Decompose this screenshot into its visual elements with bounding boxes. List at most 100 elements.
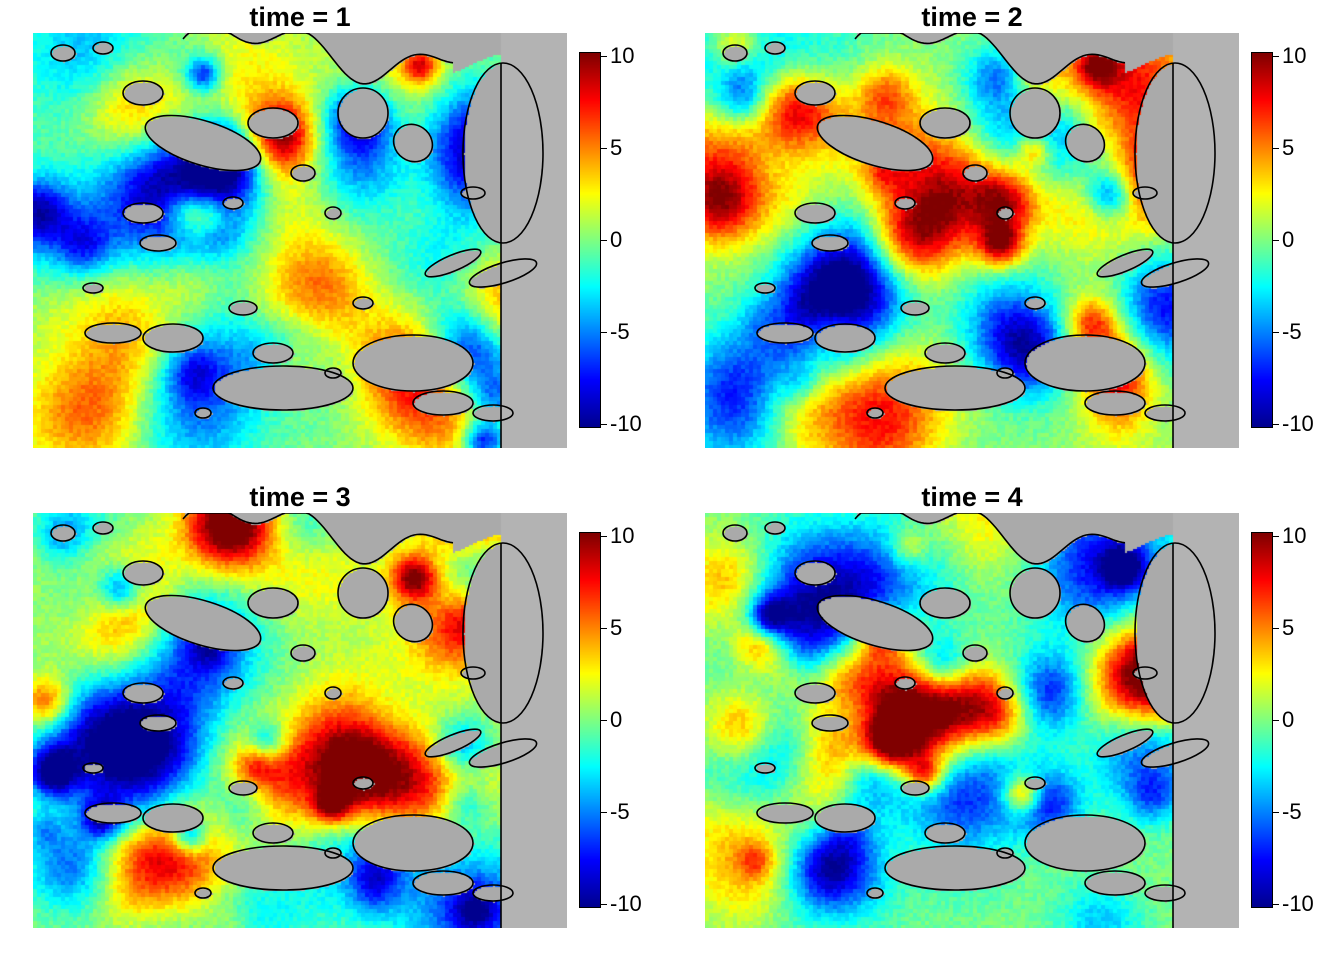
island-outline [1134, 542, 1216, 724]
island-outline [194, 887, 212, 899]
colorbar-tick [1272, 424, 1279, 425]
island-outline [1009, 87, 1061, 139]
island-outline [222, 196, 244, 210]
island-outline [1024, 776, 1046, 790]
coastline-overlay [50, 33, 544, 448]
island-outline [460, 186, 486, 200]
panel-time-1: time = 1 10 5 0 -5 -10 [0, 0, 672, 480]
island-outline [139, 234, 177, 252]
island-outline [472, 404, 514, 422]
island-outline [144, 114, 262, 172]
island-outline [247, 107, 299, 139]
island-outline [1064, 603, 1106, 643]
coastline [854, 513, 1126, 565]
island-outline [811, 234, 849, 252]
island-outline [722, 44, 748, 62]
heatmap-area [705, 33, 1239, 448]
island-outline [392, 603, 434, 643]
colorbar-tick [1272, 148, 1279, 149]
colorbar-tick [1272, 536, 1279, 537]
island-outline [412, 870, 474, 896]
island-outline [84, 802, 142, 824]
island-outline [324, 847, 342, 859]
colorbar-tick-label: 5 [1282, 135, 1295, 160]
colorbar-tick-label: 5 [610, 615, 623, 640]
island-outline [194, 407, 212, 419]
island-outline [919, 587, 971, 619]
island-outline [794, 560, 836, 586]
panel-time-4: time = 4 10 5 0 -5 -10 [672, 480, 1344, 960]
island-outline [468, 738, 538, 768]
colorbar-legend: 10 5 0 -5 -10 [579, 45, 669, 435]
colorbar-tick [1272, 240, 1279, 241]
island-outline [228, 780, 258, 796]
colorbar-tick-label: 5 [610, 135, 623, 160]
colorbar-tick [600, 628, 607, 629]
colorbar-tick-label: 5 [1282, 615, 1295, 640]
island-outline [894, 196, 916, 210]
island-outline [884, 845, 1026, 891]
coastline [182, 513, 454, 565]
colorbar-tick-label: 0 [1282, 707, 1295, 732]
island-outline [212, 845, 354, 891]
island-outline [324, 206, 342, 220]
island-outline [92, 41, 114, 55]
colorbar-tick [600, 332, 607, 333]
island-outline [1132, 186, 1158, 200]
island-outline [764, 521, 786, 535]
island-outline [462, 62, 544, 244]
island-outline [1140, 258, 1210, 288]
colorbar-tick [600, 56, 607, 57]
island-outline [222, 676, 244, 690]
island-outline [460, 666, 486, 680]
coastline-overlay [722, 33, 1216, 448]
island-outline [228, 300, 258, 316]
island-outline [84, 322, 142, 344]
island-outline [811, 714, 849, 732]
panel-title: time = 4 [921, 482, 1023, 512]
island-outline [1144, 404, 1186, 422]
island-outline [996, 367, 1014, 379]
island-outline [764, 41, 786, 55]
colorbar-tick [1272, 812, 1279, 813]
colorbar-tick [600, 904, 607, 905]
island-outline [424, 728, 482, 758]
colorbar-tick [600, 536, 607, 537]
island-outline [866, 407, 884, 419]
heatmap-canvas [705, 33, 1239, 448]
island-outline [122, 560, 164, 586]
island-outline [996, 686, 1014, 700]
island-outline [1024, 814, 1146, 872]
island-outline [122, 202, 164, 224]
island-outline [50, 524, 76, 542]
island-outline [424, 248, 482, 278]
island-outline [468, 258, 538, 288]
island-outline [324, 686, 342, 700]
island-outline [462, 542, 544, 724]
island-outline [352, 296, 374, 310]
island-outline [756, 322, 814, 344]
colorbar-tick [1272, 56, 1279, 57]
heatmap-area [705, 513, 1239, 928]
panel-title: time = 3 [249, 482, 351, 512]
heatmap-area [33, 513, 567, 928]
colorbar-tick-label: 10 [1282, 523, 1307, 548]
island-outline [1009, 567, 1061, 619]
island-outline [1132, 666, 1158, 680]
island-outline [122, 80, 164, 106]
island-outline [900, 780, 930, 796]
island-outline [82, 282, 104, 294]
island-outline [352, 814, 474, 872]
island-outline [144, 594, 262, 652]
colorbar-tick-label: 0 [610, 227, 623, 252]
colorbar-tick-label: -5 [610, 799, 630, 824]
island-outline [212, 365, 354, 411]
island-outline [290, 164, 316, 182]
island-outline [139, 714, 177, 732]
island-outline [962, 644, 988, 662]
island-outline [1134, 62, 1216, 244]
island-outline [1084, 390, 1146, 416]
colorbar-tick-label: 10 [610, 43, 635, 68]
colorbar-tick-label: -5 [1282, 799, 1302, 824]
island-outline [894, 676, 916, 690]
